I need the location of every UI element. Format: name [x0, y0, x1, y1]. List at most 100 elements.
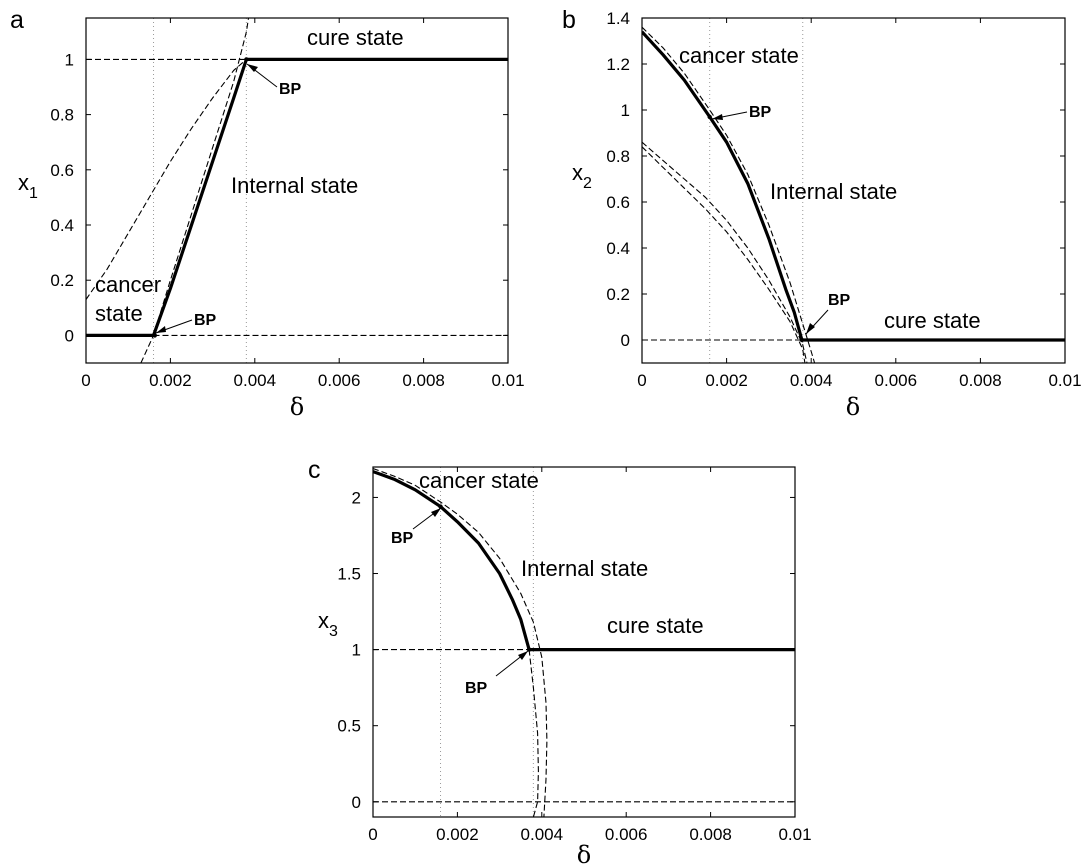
x-tick-label: 0: [368, 825, 377, 844]
y-tick-label: 0.4: [606, 239, 630, 258]
unstable-branch-5: [528, 649, 539, 817]
panel-b-series: [642, 26, 1065, 363]
y-tick-label: 0.2: [606, 285, 630, 304]
branch-point-marker-1: [526, 647, 532, 652]
x-tick-label: 0.01: [1048, 371, 1081, 390]
branch-point-marker-0: [707, 114, 712, 120]
stable-branch-1: [151, 58, 248, 336]
panel-b-x-ticks: 0 0.002 0.004 0.006 0.008 0.01: [637, 18, 1082, 390]
y-tick-label: 2: [352, 488, 361, 507]
stable-branch-0: [642, 30, 804, 341]
y-tick-label: 0.5: [337, 717, 361, 736]
x-tick-label: 0.008: [959, 371, 1002, 390]
panel-c-bp-label-upper: BP: [391, 530, 414, 547]
y-tick-label: 0: [352, 793, 361, 812]
panel-b-axes-box: [641, 17, 1066, 364]
y-tick-label: 0.6: [606, 193, 630, 212]
x-tick-label: 0.008: [402, 371, 445, 390]
x-tick-label: 0.002: [149, 371, 192, 390]
x-tick-label: 0.006: [605, 825, 648, 844]
x-tick-label: 0.004: [234, 371, 277, 390]
panel-c-axes-box: [372, 466, 796, 818]
x-tick-label: 0.002: [436, 825, 479, 844]
unstable-branch-4: [642, 141, 808, 363]
x-tick-label: 0.002: [705, 371, 748, 390]
x-tick-label: 0: [81, 371, 90, 390]
branch-point-marker-1: [244, 57, 249, 62]
unstable-branch-3: [642, 26, 816, 363]
unstable-branch-4: [373, 467, 548, 817]
y-tick-label: 0: [621, 331, 630, 350]
panel-b-internal-state-label: Internal state: [770, 179, 897, 204]
panel-c-cure-state-label: cure state: [607, 613, 704, 638]
panel-b-letter: b: [562, 6, 576, 34]
panel-c-internal-state-label: Internal state: [521, 556, 648, 581]
panel-a-y-axis-label: x1: [18, 170, 38, 202]
panel-a-axes-box: [85, 17, 509, 364]
panel-a-x-axis-label: δ: [290, 393, 304, 421]
panel-a-internal-state-label: Internal state: [231, 173, 358, 198]
panel-c-bp-arrowhead-lower: [518, 651, 528, 660]
x-tick-label: 0: [637, 371, 646, 390]
panel-c-series: [373, 467, 795, 817]
panel-b: b 0 0.002 0.004 0.006 0.008 0.01 0 0.2 0.4 0.6 0.…: [562, 6, 1082, 421]
panel-b-bp-label-upper: BP: [749, 104, 772, 121]
panel-a-letter: a: [10, 6, 24, 34]
y-tick-label: 0: [65, 326, 74, 345]
panel-b-cure-state-label: cure state: [884, 308, 981, 333]
y-tick-label: 1: [65, 50, 74, 69]
panel-a-bp-arrowhead-lower: [156, 326, 166, 333]
x-tick-label: 0.01: [491, 371, 524, 390]
y-tick-label: 1: [352, 641, 361, 660]
panel-c-letter: c: [308, 456, 321, 484]
branch-point-marker-0: [438, 504, 443, 509]
panel-c-y-ticks: 0 0.5 1 1.5 2: [337, 488, 795, 812]
panel-c-x-ticks: 0 0.002 0.004 0.006 0.008 0.01: [368, 467, 812, 844]
branch-point-marker-0: [152, 333, 157, 338]
x-tick-label: 0.006: [318, 371, 361, 390]
x-tick-label: 0.008: [689, 825, 732, 844]
x-tick-label: 0.01: [778, 825, 811, 844]
panel-a-x-ticks: 0 0.002 0.004 0.006 0.008 0.01: [81, 18, 525, 390]
y-tick-label: 0.8: [50, 106, 74, 125]
panel-a-y-ticks: 0 0.2 0.4 0.6 0.8 1: [50, 50, 508, 345]
panel-b-bp-arrowhead-lower: [806, 323, 815, 334]
panel-c-bp-label-lower: BP: [465, 680, 488, 697]
panel-b-y-ticks: 0 0.2 0.4 0.6 0.8 1 1.2 1.4: [606, 9, 1065, 350]
unstable-branch-5: [642, 146, 806, 363]
stable-branch-0: [373, 470, 531, 651]
y-tick-label: 1.2: [606, 55, 630, 74]
panel-a-cure-state-label: cure state: [307, 25, 404, 50]
panel-b-cancer-state-label: cancer state: [679, 43, 799, 68]
y-tick-label: 0.8: [606, 147, 630, 166]
branch-point-marker-1: [799, 337, 805, 343]
panel-a-bp-label-lower: BP: [194, 312, 217, 329]
panel-a-bp-label-upper: BP: [279, 81, 302, 98]
y-tick-label: 0.6: [50, 161, 74, 180]
panel-a-cancer-label: cancer: [95, 272, 161, 297]
panel-c-bp-arrowhead-upper: [431, 508, 441, 517]
panel-b-bp-label-lower: BP: [828, 292, 851, 309]
y-tick-label: 1.5: [337, 565, 361, 584]
panel-c-x-axis-label: δ: [577, 841, 591, 864]
panel-a-state-label: state: [95, 301, 143, 326]
panel-b-reference-lines: [709, 18, 804, 363]
unstable-branch-5: [86, 58, 247, 300]
y-tick-label: 0.4: [50, 216, 74, 235]
panel-a-series: [86, 18, 508, 363]
panel-c: c 0 0.002 0.004 0.006 0.008 0.01 00.511.52 δ …: [308, 456, 812, 864]
y-tick-label: 0.2: [50, 271, 74, 290]
y-tick-label: 1.4: [606, 9, 630, 28]
panel-c-y-axis-label: x3: [318, 608, 338, 640]
panel-a-bp-arrowhead-upper: [247, 64, 258, 72]
panel-b-x-axis-label: δ: [846, 393, 860, 421]
unstable-branch-6: [140, 18, 250, 363]
panel-a: a 0 0.002 0.004 0.006 0.008 0.01 0 0.2 0.4 0.6 0.…: [10, 6, 525, 421]
panel-b-bp-arrowhead-upper: [712, 114, 723, 120]
y-tick-label: 1: [621, 101, 630, 120]
x-tick-label: 0.006: [875, 371, 918, 390]
x-tick-label: 0.004: [521, 825, 564, 844]
panel-c-cancer-state-label: cancer state: [419, 468, 539, 493]
panel-b-y-axis-label: x2: [572, 160, 592, 192]
